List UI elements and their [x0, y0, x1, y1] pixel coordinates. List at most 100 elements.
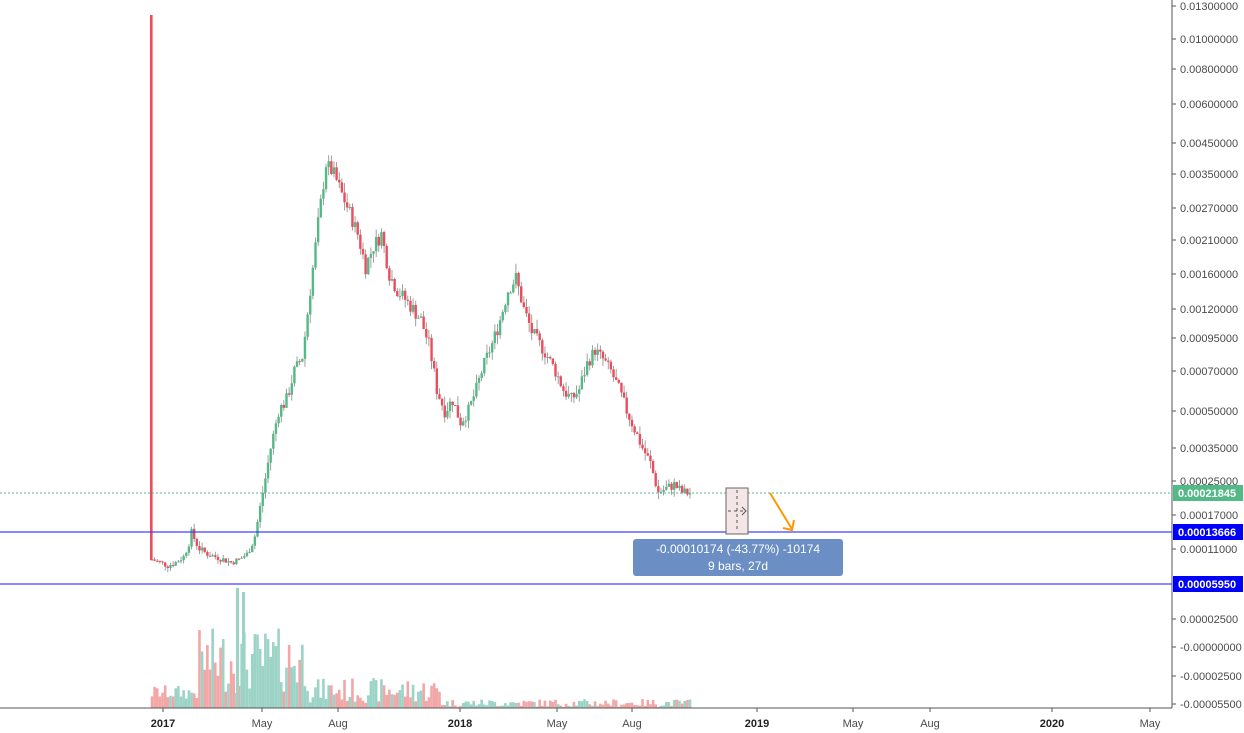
- candle-body: [493, 331, 497, 344]
- candle-body: [264, 478, 267, 493]
- candle-body: [385, 246, 388, 269]
- candle-body: [227, 561, 230, 563]
- price-tick-label: 0.00011000: [1180, 544, 1237, 556]
- volume-bar: [314, 687, 317, 708]
- volume-bar: [554, 699, 557, 708]
- candle-body: [617, 379, 620, 383]
- candle-body: [179, 560, 183, 562]
- volume-bar: [319, 697, 323, 708]
- volume-bar: [570, 706, 573, 708]
- volume-bar: [200, 651, 204, 708]
- price-tick-label: 0.00070000: [1180, 366, 1238, 378]
- price-tick-label: -0.00000000: [1180, 642, 1242, 654]
- candle-body: [401, 290, 404, 297]
- volume-bar: [654, 704, 658, 708]
- volume-bar: [153, 686, 156, 708]
- candle-body: [351, 206, 354, 227]
- volume-bar: [622, 704, 626, 708]
- time-axis[interactable]: 2017 May Aug 2018 May Aug 2019 May Aug 2020 May: [0, 707, 1172, 730]
- volume-bar: [686, 700, 689, 708]
- volume-bar: [395, 692, 399, 708]
- candle-body: [261, 492, 264, 507]
- volume-bar: [406, 681, 410, 708]
- candle-body: [525, 307, 528, 314]
- volume-bar: [393, 694, 396, 708]
- candle-body: [282, 404, 286, 408]
- volume-bar: [340, 699, 344, 708]
- candle-body: [171, 565, 175, 567]
- time-tick-label: 2017: [151, 718, 175, 730]
- candle-body: [440, 398, 444, 406]
- volume-bar: [422, 683, 425, 708]
- candle-body: [654, 473, 657, 487]
- volume-bar: [564, 703, 568, 708]
- volume-bar: [417, 691, 420, 708]
- time-tick-label: 2020: [1040, 718, 1064, 730]
- volume-bar: [308, 702, 312, 708]
- candle-body: [572, 393, 576, 398]
- candle-body: [295, 361, 299, 367]
- candle-body: [638, 433, 642, 445]
- volume-bar: [403, 696, 407, 708]
- candle-body: [530, 322, 533, 334]
- volume-bar: [667, 702, 671, 708]
- candle-body: [409, 300, 412, 312]
- candle-body: [272, 433, 275, 449]
- volume-bar: [424, 700, 428, 708]
- drawing-tools[interactable]: -0.00010174 (-43.77%) -10174 9 bars, 27d: [633, 487, 843, 576]
- candle-body: [309, 295, 312, 315]
- volume-bar: [633, 704, 636, 708]
- candle-body: [485, 352, 489, 358]
- volume-bar: [604, 700, 607, 708]
- candle-body: [356, 222, 359, 235]
- candle-body: [414, 304, 417, 319]
- volume-bar: [517, 702, 520, 708]
- volume-bar: [585, 700, 589, 708]
- price-tick-label: 0.00210000: [1180, 235, 1238, 247]
- volume-bar: [453, 705, 457, 708]
- candle-body: [316, 217, 320, 243]
- volume-bar: [221, 639, 225, 708]
- volume-bar: [430, 685, 433, 708]
- volume-bar: [177, 686, 180, 708]
- volume-bar: [596, 705, 599, 708]
- candle-body: [514, 272, 518, 285]
- volume-bar: [163, 685, 167, 708]
- candle-body: [601, 351, 605, 359]
- price-tag-level_lower: [1173, 576, 1243, 592]
- candle-body: [546, 356, 549, 358]
- candle-body: [353, 222, 357, 227]
- time-tick-label: Aug: [622, 718, 642, 730]
- candle-body: [670, 483, 673, 490]
- volume-bar: [577, 700, 581, 708]
- candle-body: [498, 320, 502, 336]
- candle-body: [303, 336, 307, 359]
- candle-body: [422, 316, 425, 329]
- candle-body: [432, 361, 436, 369]
- volume-bar: [169, 695, 172, 708]
- candle-body: [248, 552, 251, 554]
- time-tick-label: May: [843, 718, 864, 730]
- volume-bar: [448, 706, 452, 708]
- volume-bar: [382, 685, 386, 708]
- price-axis[interactable]: 0.01300000 0.01000000 0.00800000 0.00600000…: [1171, 0, 1243, 711]
- volume-bar: [195, 698, 199, 708]
- candle-body: [277, 416, 280, 424]
- candle-body: [633, 426, 636, 433]
- horizontal-levels[interactable]: [0, 492, 1172, 585]
- volume-bar: [345, 700, 349, 708]
- volume-bar: [527, 701, 531, 708]
- candle-body: [332, 167, 336, 174]
- candle-body: [287, 393, 291, 395]
- price-tick-label: 0.00350000: [1180, 169, 1238, 181]
- candle-body: [549, 356, 552, 359]
- candle-body: [335, 167, 338, 180]
- candle-body: [504, 305, 507, 312]
- candle-body: [491, 343, 494, 353]
- price-tick-label: 0.00270000: [1180, 203, 1238, 215]
- candle-body: [580, 376, 584, 390]
- price-tick-label: 0.00160000: [1180, 269, 1238, 281]
- measure-tooltip-line1: -0.00010174 (-43.77%) -10174: [656, 542, 820, 556]
- volume-bar: [272, 642, 275, 708]
